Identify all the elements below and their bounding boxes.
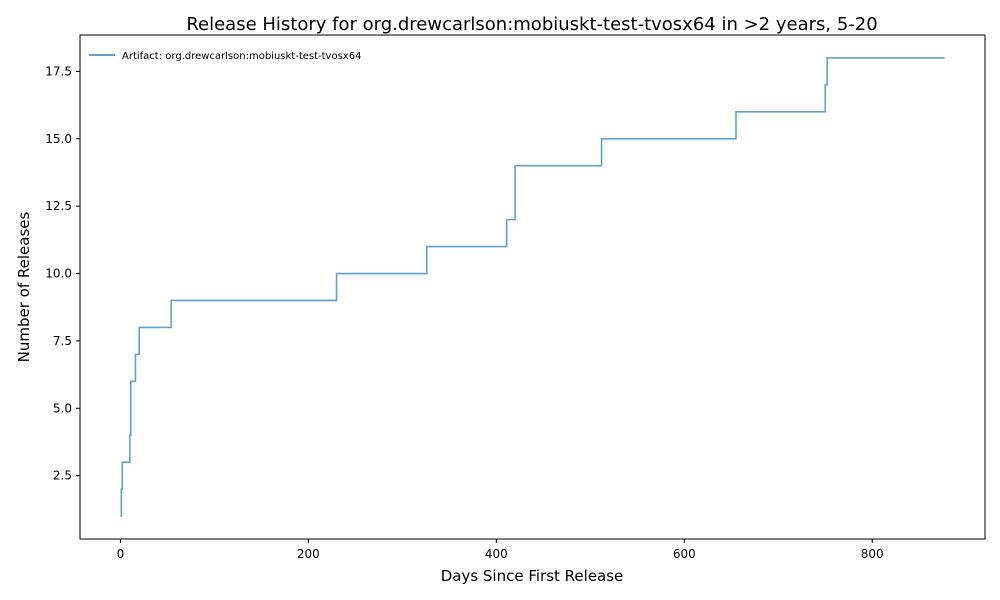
y-axis-label: Number of Releases bbox=[15, 211, 33, 362]
release-step-line bbox=[120, 57, 945, 517]
y-tick-label: 5.0 bbox=[53, 401, 72, 415]
y-tick-label: 2.5 bbox=[53, 469, 72, 483]
y-axis-ticks: 2.5 5.0 7.5 10.0 12.5 15.0 17.5 bbox=[45, 64, 80, 483]
y-tick-label: 15.0 bbox=[45, 132, 72, 146]
y-tick-label: 12.5 bbox=[45, 199, 72, 213]
x-tick-label: 200 bbox=[297, 547, 320, 561]
legend: Artifact: org.drewcarlson:mobiuskt-test-… bbox=[89, 51, 361, 62]
legend-label: Artifact: org.drewcarlson:mobiuskt-test-… bbox=[122, 51, 361, 62]
x-tick-label: 600 bbox=[673, 547, 696, 561]
x-tick-label: 0 bbox=[117, 547, 125, 561]
series-group bbox=[120, 57, 945, 517]
plot-frame bbox=[79, 34, 986, 540]
x-axis-label: Days Since First Release bbox=[441, 567, 624, 585]
y-tick-label: 7.5 bbox=[53, 334, 72, 348]
y-tick-label: 10.0 bbox=[45, 267, 72, 281]
x-axis-ticks: 0 200 400 600 800 bbox=[117, 539, 884, 561]
y-tick-label: 17.5 bbox=[45, 64, 72, 78]
chart-title: Release History for org.drewcarlson:mobi… bbox=[186, 14, 877, 35]
x-tick-label: 800 bbox=[861, 547, 884, 561]
x-tick-label: 400 bbox=[485, 547, 508, 561]
